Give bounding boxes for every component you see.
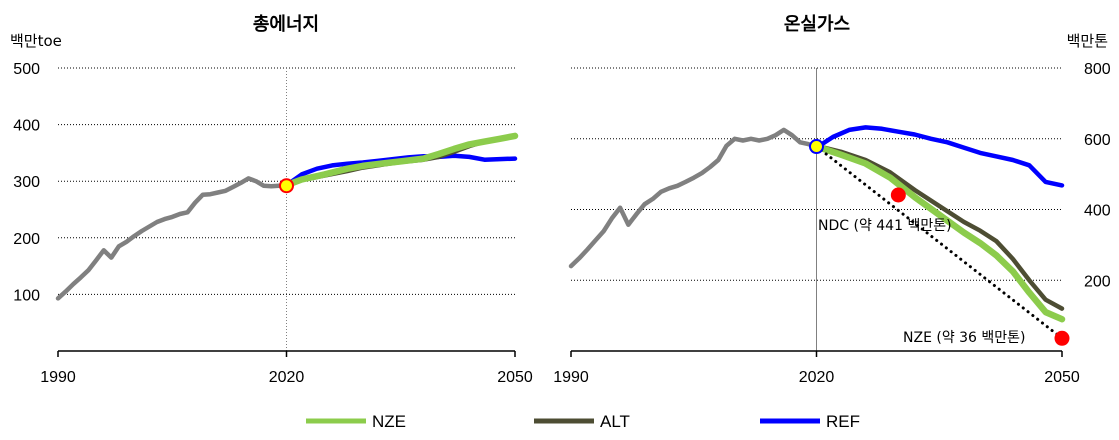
right-series-alt [814,143,1065,311]
chart-left-plot: 100 200 300 400 500 1990 2020 2050 [13,61,533,386]
legend-label-nze: NZE [372,412,406,431]
right-xtick-1990: 1990 [553,369,589,386]
left-xtick-2020: 2020 [269,369,305,386]
right-ytick-600: 600 [1084,132,1111,149]
right-series-history [568,127,819,269]
chart-right-ylabel: 백만톤 [1067,32,1108,50]
right-series-nze [813,143,1066,323]
legend-label-ref: REF [826,412,860,431]
chart-left-ylabel: 백만toe [10,32,62,50]
right-xtick-2020: 2020 [799,369,835,386]
right-xtick-2050: 2050 [1044,369,1080,386]
left-xtick-2050: 2050 [497,369,533,386]
legend: NZE ALT REF [306,412,860,431]
left-xtick-1990: 1990 [40,369,76,386]
right-marker-2050 [1054,330,1070,346]
left-marker-2020 [279,178,294,194]
left-ytick-200: 200 [13,231,40,248]
right-series-target-path [815,145,1064,340]
left-series-history [55,176,289,301]
left-ytick-100: 100 [13,287,40,304]
ndc-annotation: NDC (약 441 백만톤) [818,218,952,234]
nze-annotation: NZE (약 36 백만톤) [903,330,1026,346]
chart-left-title: 총에너지 [253,14,319,35]
right-marker-2020 [809,139,824,155]
left-ytick-500: 500 [13,61,40,78]
right-ytick-800: 800 [1084,61,1111,78]
right-ytick-200: 200 [1084,273,1111,290]
left-ytick-400: 400 [13,118,40,135]
right-series-ref [814,125,1065,188]
chart-right-title: 온실가스 [784,14,850,35]
left-series-nze [283,132,519,189]
left-ytick-300: 300 [13,174,40,191]
right-marker-2030 [890,187,906,203]
chart-right-plot: 200 400 600 800 1990 2020 2050 [553,61,1111,386]
right-ytick-400: 400 [1084,203,1111,220]
legend-label-alt: ALT [600,412,630,431]
